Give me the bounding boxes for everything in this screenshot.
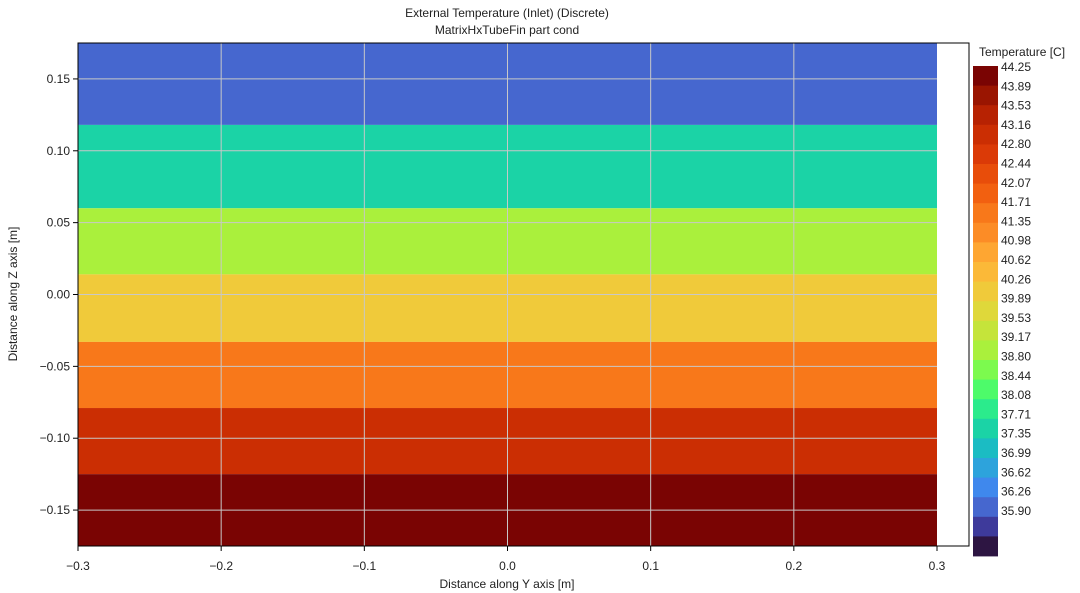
grid-lines (78, 43, 937, 546)
colorbar-level-label: 38.80 (1001, 350, 1031, 364)
colorbar-swatch (973, 516, 998, 537)
colorbar-swatch (973, 399, 998, 420)
colorbar-swatch (973, 418, 998, 439)
colorbar-level-label: 43.53 (1001, 99, 1031, 113)
colorbar-level-label: 42.07 (1001, 176, 1031, 190)
x-tick-label: 0.2 (785, 559, 802, 573)
colorbar-swatch (973, 320, 998, 341)
y-axis-ticks: 0.15 0.10 0.05 0.00 −0.05 −0.10 −0.15 (40, 72, 78, 517)
colorbar-level-label: 35.90 (1001, 504, 1031, 518)
colorbar-swatch (973, 164, 998, 184)
colorbar-swatch (973, 183, 998, 204)
x-tick-label: −0.2 (209, 559, 233, 573)
colorbar-level-label: 42.44 (1001, 157, 1031, 171)
colorbar-level-label: 40.26 (1001, 272, 1031, 286)
colorbar: Temperature [C] 44.25 43.89 43.53 43.16 42.8… (973, 45, 1065, 557)
colorbar-level-label: 43.89 (1001, 79, 1031, 93)
colorbar-swatch (973, 222, 998, 243)
colorbar-swatch (973, 281, 998, 302)
colorbar-level-label: 41.35 (1001, 214, 1031, 228)
colorbar-swatch (973, 242, 998, 263)
colorbar-level-label: 41.71 (1001, 195, 1031, 209)
x-axis-ticks: −0.3 −0.2 −0.1 0.0 0.1 0.2 0.3 (66, 546, 946, 573)
x-tick-label: 0.3 (929, 559, 946, 573)
colorbar-label: Temperature [C] (979, 45, 1065, 59)
colorbar-level-label: 38.08 (1001, 388, 1031, 402)
x-tick-label: 0.1 (642, 559, 659, 573)
chart-title: External Temperature (Inlet) (Discrete) (405, 6, 609, 20)
colorbar-level-label: 39.89 (1001, 292, 1031, 306)
colorbar-level-label: 44.25 (1001, 60, 1031, 74)
x-tick-label: −0.1 (352, 559, 376, 573)
y-tick-label: 0.15 (47, 72, 71, 86)
x-axis-label: Distance along Y axis [m] (440, 577, 575, 591)
colorbar-level-label: 36.62 (1001, 465, 1031, 479)
colorbar-swatch (973, 66, 998, 86)
colorbar-level-label: 40.98 (1001, 234, 1031, 248)
colorbar-level-labels: 44.25 43.89 43.53 43.16 42.80 42.44 42.07 41.71… (1001, 60, 1031, 518)
colorbar-level-label: 43.16 (1001, 118, 1031, 132)
chart-subtitle: MatrixHxTubeFin part cond (435, 23, 579, 37)
colorbar-swatch (973, 124, 998, 145)
plot-area (77, 42, 970, 547)
colorbar-swatch (973, 438, 998, 459)
y-tick-label: 0.05 (47, 216, 71, 230)
colorbar-swatch (973, 144, 998, 165)
colorbar-swatch (973, 497, 998, 518)
colorbar-swatch (973, 360, 998, 380)
plot-blank-strip (937, 43, 969, 546)
colorbar-swatch (973, 262, 998, 282)
colorbar-level-label: 38.44 (1001, 369, 1031, 383)
x-tick-label: −0.3 (66, 559, 90, 573)
y-tick-label: −0.10 (40, 431, 71, 445)
colorbar-level-label: 40.62 (1001, 253, 1031, 267)
colorbar-swatch (973, 536, 998, 557)
colorbar-swatch (973, 340, 998, 361)
colorbar-level-label: 36.26 (1001, 485, 1031, 499)
colorbar-level-label: 37.71 (1001, 407, 1031, 421)
colorbar-swatch (973, 379, 998, 400)
y-tick-label: 0.00 (47, 288, 71, 302)
colorbar-level-label: 36.99 (1001, 446, 1031, 460)
colorbar-swatch (973, 477, 998, 498)
colorbar-level-label: 39.17 (1001, 330, 1031, 344)
colorbar-swatch (973, 458, 998, 478)
colorbar-swatch (973, 301, 998, 322)
colorbar-swatch (973, 85, 998, 106)
colorbar-swatch (973, 203, 998, 224)
colorbar-level-label: 42.80 (1001, 137, 1031, 151)
y-axis-label: Distance along Z axis [m] (6, 227, 20, 362)
x-tick-label: 0.0 (499, 559, 516, 573)
y-tick-label: −0.15 (40, 503, 71, 517)
y-tick-label: −0.05 (40, 359, 71, 373)
colorbar-level-label: 37.35 (1001, 427, 1031, 441)
colorbar-swatch (973, 105, 998, 126)
colorbar-swatches (973, 66, 998, 557)
y-tick-label: 0.10 (47, 144, 71, 158)
colorbar-level-label: 39.53 (1001, 311, 1031, 325)
